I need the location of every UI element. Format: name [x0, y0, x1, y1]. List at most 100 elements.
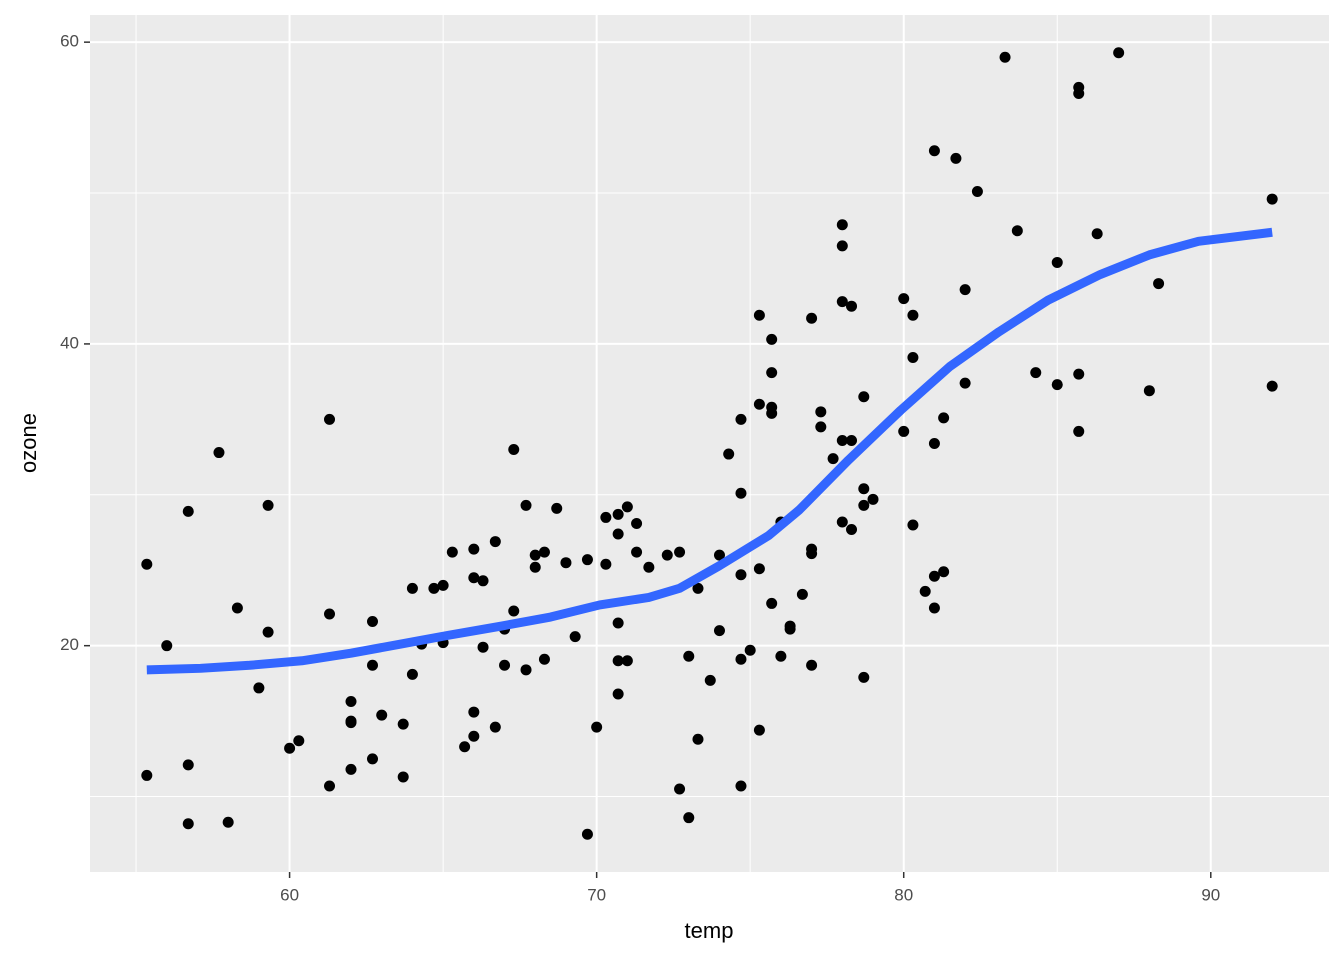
point: [569, 631, 581, 643]
point: [919, 585, 931, 597]
point: [468, 730, 480, 742]
point: [600, 511, 612, 523]
point: [397, 771, 409, 783]
point: [520, 664, 532, 676]
point: [262, 626, 274, 638]
point: [182, 818, 194, 830]
point: [1073, 368, 1085, 380]
point: [182, 505, 194, 517]
point: [766, 597, 778, 609]
point: [406, 668, 418, 680]
point: [858, 483, 870, 495]
point: [775, 650, 787, 662]
point: [345, 696, 357, 708]
point: [744, 644, 756, 656]
point: [836, 219, 848, 231]
point: [468, 543, 480, 555]
point: [446, 546, 458, 558]
point: [529, 549, 541, 561]
point: [262, 499, 274, 511]
point: [928, 602, 940, 614]
point: [161, 640, 173, 652]
point: [612, 655, 624, 667]
point: [661, 549, 673, 561]
point: [612, 617, 624, 629]
point: [489, 721, 501, 733]
point: [477, 641, 489, 653]
point: [898, 293, 910, 305]
point: [538, 653, 550, 665]
point: [846, 524, 858, 536]
point: [141, 769, 153, 781]
point: [674, 783, 686, 795]
point: [806, 312, 818, 324]
point: [538, 546, 550, 558]
point: [591, 721, 603, 733]
point: [907, 309, 919, 321]
point: [345, 763, 357, 775]
point: [182, 759, 194, 771]
point: [1073, 425, 1085, 437]
point: [366, 659, 378, 671]
point: [621, 655, 633, 667]
point: [692, 582, 704, 594]
point: [858, 391, 870, 403]
point: [508, 605, 520, 617]
point: [141, 558, 153, 570]
x-tick-label: 60: [280, 885, 299, 904]
point: [1051, 379, 1063, 391]
point: [489, 536, 501, 548]
point: [928, 145, 940, 157]
point: [437, 579, 449, 591]
point: [784, 623, 796, 635]
point: [324, 413, 336, 425]
point: [1113, 47, 1125, 59]
point: [735, 569, 747, 581]
point: [846, 300, 858, 312]
point: [753, 563, 765, 575]
point: [766, 407, 778, 419]
point: [551, 502, 563, 514]
point: [253, 682, 265, 694]
point: [529, 561, 541, 573]
point: [631, 546, 643, 558]
point: [612, 528, 624, 540]
point: [1266, 380, 1278, 392]
point: [1143, 385, 1155, 397]
point: [213, 447, 225, 459]
point: [959, 284, 971, 296]
point: [753, 398, 765, 410]
point: [704, 674, 716, 686]
point: [560, 557, 572, 569]
point: [293, 735, 305, 747]
point: [867, 493, 879, 505]
point: [753, 309, 765, 321]
point: [683, 650, 695, 662]
point: [806, 659, 818, 671]
point: [827, 453, 839, 465]
point: [692, 733, 704, 745]
point: [1073, 87, 1085, 99]
point: [815, 406, 827, 418]
point: [222, 816, 234, 828]
point: [612, 688, 624, 700]
point: [928, 438, 940, 449]
point: [713, 549, 725, 561]
y-tick-label: 60: [60, 32, 79, 51]
point: [600, 558, 612, 570]
point: [468, 706, 480, 718]
point: [858, 499, 870, 511]
x-axis-title: temp: [685, 918, 734, 943]
point: [324, 608, 336, 620]
point: [938, 412, 950, 424]
point: [674, 546, 686, 558]
point: [713, 625, 725, 637]
plot-panel: [90, 15, 1329, 872]
point: [366, 753, 378, 765]
point: [1266, 193, 1278, 205]
y-tick-label: 20: [60, 635, 79, 654]
point: [836, 240, 848, 252]
point: [376, 709, 388, 721]
point: [796, 588, 808, 600]
point: [753, 724, 765, 736]
